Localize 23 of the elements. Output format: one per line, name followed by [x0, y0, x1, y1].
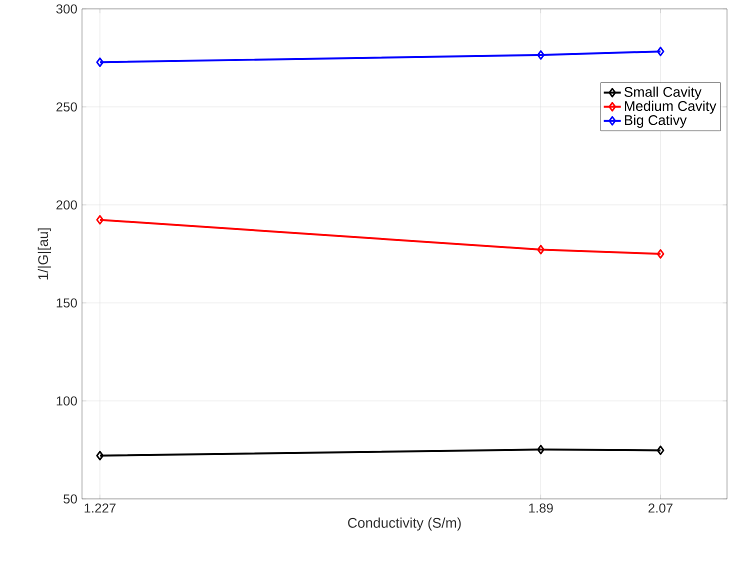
point [96, 450, 104, 460]
y-tick-label: 300 [56, 4, 77, 14]
x-tick-label: 1.89 [529, 504, 553, 513]
point [96, 215, 104, 225]
legend-label: Big Cativy [624, 114, 687, 128]
point [537, 50, 545, 60]
y-tick-label: 100 [56, 396, 77, 406]
point [656, 46, 664, 56]
x-axis-title: Conductivity (S/m) [348, 518, 461, 531]
point [656, 446, 664, 456]
y-tick-label: 50 [64, 494, 77, 504]
point [537, 244, 545, 254]
y-axis-title: 1/|G|[au] [38, 228, 51, 280]
y-tick-label: 250 [56, 102, 77, 112]
point [537, 444, 545, 454]
x-tick-label: 2.07 [648, 504, 673, 513]
y-tick-label: 150 [56, 298, 77, 308]
point [96, 57, 104, 68]
legend-label: Small Cavity [624, 86, 702, 100]
y-tick-label: 200 [56, 200, 77, 210]
point [656, 249, 664, 259]
legend-label: Medium Cavity [624, 100, 716, 114]
x-tick-label: 1.227 [84, 504, 116, 513]
